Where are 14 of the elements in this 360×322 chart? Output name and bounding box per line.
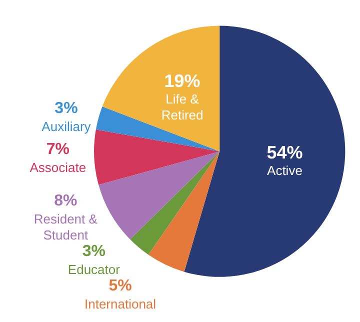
slice-label: Auxiliary: [42, 118, 92, 134]
data-label: 3%: [54, 100, 78, 117]
data-label: 3%: [82, 243, 106, 260]
slice-label: Resident & Student: [34, 212, 98, 243]
slice-label: Educator: [68, 262, 121, 278]
data-label: 54%: [266, 142, 303, 163]
data-label: 7%: [46, 141, 70, 158]
data-label: 8%: [54, 192, 78, 210]
slice-label: International: [84, 296, 156, 312]
slice-label: Active: [267, 163, 302, 178]
slice-label: Associate: [30, 160, 86, 176]
slice-label: Life & Retired: [161, 92, 204, 123]
data-label: 5%: [108, 278, 132, 295]
data-label: 19%: [164, 71, 200, 92]
